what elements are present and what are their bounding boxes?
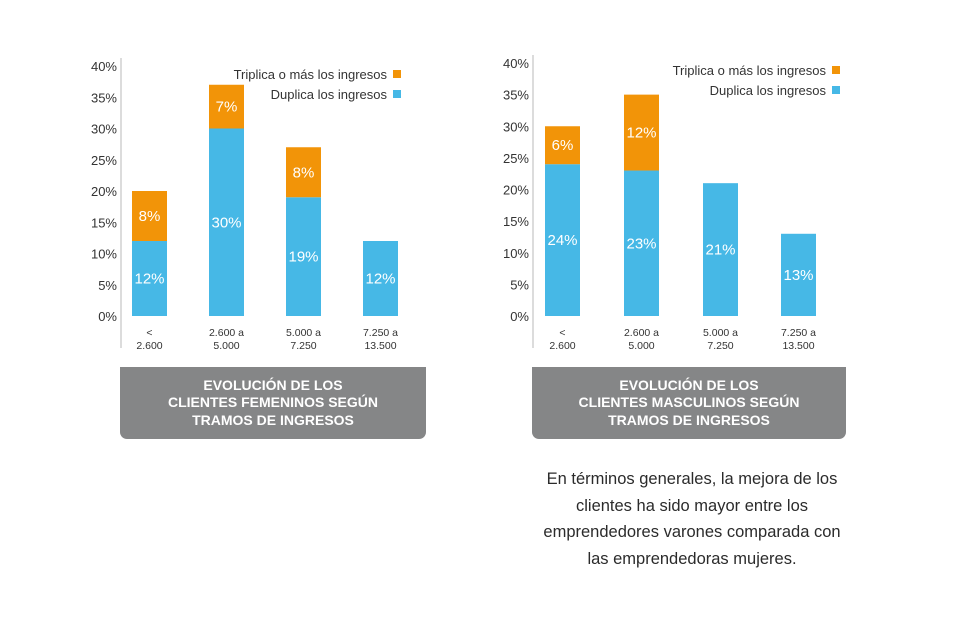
bar-triplica	[545, 126, 580, 165]
x-category-label: 7.250 a 13.500	[781, 327, 816, 352]
data-label: 6%	[552, 137, 574, 154]
bar-duplica	[209, 128, 244, 316]
legend-label-duplica: Duplica los ingresos	[710, 83, 827, 98]
x-category-label: 2.600 a 5.000	[624, 327, 659, 352]
y-tick-label: 40%	[503, 56, 529, 71]
summary-note: En términos generales, la mejora de los …	[543, 470, 841, 568]
x-category-label: 7.250 a 13.500	[363, 327, 398, 352]
bar-duplica	[703, 183, 738, 316]
chart-male: 0% 5% 10% 15% 20% 25% 30% 35% 40% 24% 6% 23% 12% 21% 1…	[503, 55, 840, 352]
data-label: 7%	[216, 99, 238, 116]
chart-female-caption-banner: EVOLUCIÓN DE LOS CLIENTES FEMENINOS SEGÚ…	[120, 367, 426, 439]
y-tick-label: 30%	[503, 119, 529, 134]
chart-male-caption-banner: EVOLUCIÓN DE LOS CLIENTES MASCULINOS SEG…	[532, 367, 846, 439]
legend-label-duplica: Duplica los ingresos	[271, 87, 388, 102]
y-tick-label: 0%	[98, 309, 117, 324]
y-tick-label: 10%	[503, 246, 529, 261]
bar-duplica	[545, 164, 580, 316]
data-label: 12%	[134, 271, 164, 288]
y-tick-label: 25%	[503, 151, 529, 166]
data-label: 23%	[626, 235, 656, 252]
legend-swatch-triplica	[832, 66, 840, 74]
data-label: 8%	[139, 208, 161, 225]
x-category-label: <2.600	[136, 327, 162, 352]
chart-male-caption: EVOLUCIÓN DE LOS CLIENTES MASCULINOS SEG…	[578, 376, 800, 428]
bar-triplica	[209, 84, 244, 129]
y-tick-label: 10%	[91, 247, 117, 262]
x-category-label: <2.600	[549, 327, 575, 352]
data-label: 21%	[705, 242, 735, 259]
y-tick-label: 0%	[510, 309, 529, 324]
bar-duplica	[781, 233, 816, 316]
legend-label-triplica: Triplica o más los ingresos	[673, 63, 827, 78]
data-label: 8%	[293, 164, 315, 181]
y-tick-label: 15%	[503, 214, 529, 229]
x-category-label: 5.000 a 7.250	[703, 327, 738, 352]
legend-swatch-duplica	[393, 90, 401, 98]
x-category-label: 2.600 a 5.000	[209, 327, 244, 352]
data-label: 12%	[626, 125, 656, 142]
data-label: 12%	[365, 271, 395, 288]
y-tick-label: 20%	[91, 184, 117, 199]
bar-triplica	[624, 94, 659, 171]
y-tick-label: 5%	[98, 278, 117, 293]
legend-swatch-duplica	[832, 86, 840, 94]
data-label: 13%	[783, 267, 813, 284]
y-tick-label: 35%	[503, 88, 529, 103]
chart-female: 0% 5% 10% 15% 20% 25% 30% 35% 40% 12% 8% 30% 7% 19% 8%…	[91, 58, 401, 352]
y-tick-label: 5%	[510, 277, 529, 292]
chart-female-caption: EVOLUCIÓN DE LOS CLIENTES FEMENINOS SEGÚ…	[167, 376, 379, 428]
legend-swatch-triplica	[393, 70, 401, 78]
x-category-label: 5.000 a 7.250	[286, 327, 321, 352]
bar-duplica	[624, 170, 659, 316]
y-tick-label: 15%	[91, 215, 117, 230]
bar-duplica	[286, 197, 321, 316]
y-tick-label: 35%	[91, 90, 117, 105]
bar-triplica	[132, 191, 167, 241]
y-tick-label: 20%	[503, 183, 529, 198]
data-label: 19%	[288, 249, 318, 266]
y-tick-label: 40%	[91, 59, 117, 74]
bar-duplica	[363, 241, 398, 316]
data-label: 30%	[211, 214, 241, 231]
y-tick-label: 30%	[91, 122, 117, 137]
legend-label-triplica: Triplica o más los ingresos	[234, 67, 388, 82]
data-label: 24%	[547, 232, 577, 249]
y-tick-label: 25%	[91, 153, 117, 168]
bar-duplica	[132, 241, 167, 316]
bar-triplica	[286, 147, 321, 198]
